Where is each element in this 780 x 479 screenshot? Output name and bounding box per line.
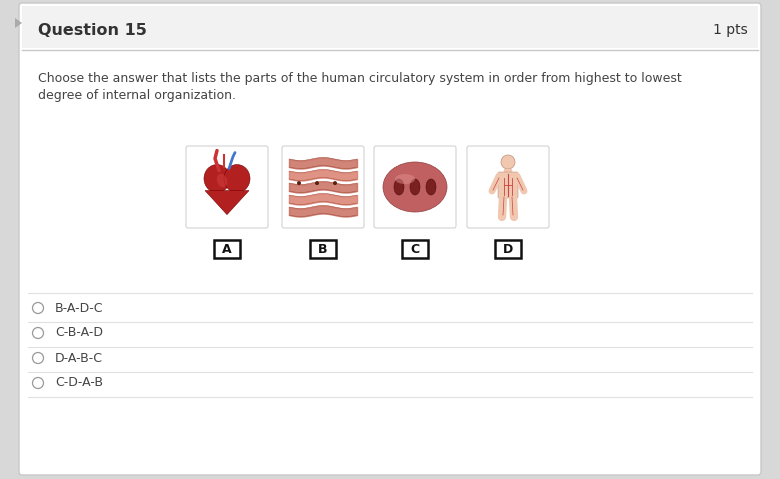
FancyBboxPatch shape xyxy=(402,240,428,258)
Ellipse shape xyxy=(395,174,415,184)
Ellipse shape xyxy=(394,179,404,195)
Text: degree of internal organization.: degree of internal organization. xyxy=(38,89,236,102)
Circle shape xyxy=(33,377,44,388)
Text: A: A xyxy=(222,242,232,255)
Text: Choose the answer that lists the parts of the human circulatory system in order : Choose the answer that lists the parts o… xyxy=(38,72,682,85)
Ellipse shape xyxy=(410,179,420,195)
Ellipse shape xyxy=(204,165,230,193)
Text: B-A-D-C: B-A-D-C xyxy=(55,301,104,315)
FancyBboxPatch shape xyxy=(498,172,518,198)
Text: B: B xyxy=(318,242,328,255)
Text: C-D-A-B: C-D-A-B xyxy=(55,376,103,389)
Text: C-B-A-D: C-B-A-D xyxy=(55,327,103,340)
Text: D: D xyxy=(503,242,513,255)
Ellipse shape xyxy=(217,174,227,187)
Text: Question 15: Question 15 xyxy=(38,23,147,37)
FancyBboxPatch shape xyxy=(214,240,240,258)
Circle shape xyxy=(33,353,44,364)
FancyBboxPatch shape xyxy=(19,3,761,475)
FancyBboxPatch shape xyxy=(310,240,336,258)
Circle shape xyxy=(315,181,319,185)
Polygon shape xyxy=(205,191,249,215)
FancyBboxPatch shape xyxy=(186,146,268,228)
Circle shape xyxy=(297,181,301,185)
Text: C: C xyxy=(410,242,420,255)
Ellipse shape xyxy=(426,179,436,195)
FancyBboxPatch shape xyxy=(282,146,364,228)
Circle shape xyxy=(333,181,337,185)
FancyBboxPatch shape xyxy=(374,146,456,228)
FancyBboxPatch shape xyxy=(467,146,549,228)
Circle shape xyxy=(33,328,44,339)
Text: D-A-B-C: D-A-B-C xyxy=(55,352,103,365)
Circle shape xyxy=(33,303,44,313)
Text: 1 pts: 1 pts xyxy=(713,23,748,37)
Polygon shape xyxy=(15,18,22,28)
Ellipse shape xyxy=(383,162,447,212)
FancyBboxPatch shape xyxy=(495,240,521,258)
FancyBboxPatch shape xyxy=(22,6,758,48)
Ellipse shape xyxy=(224,165,250,193)
Circle shape xyxy=(501,155,515,169)
